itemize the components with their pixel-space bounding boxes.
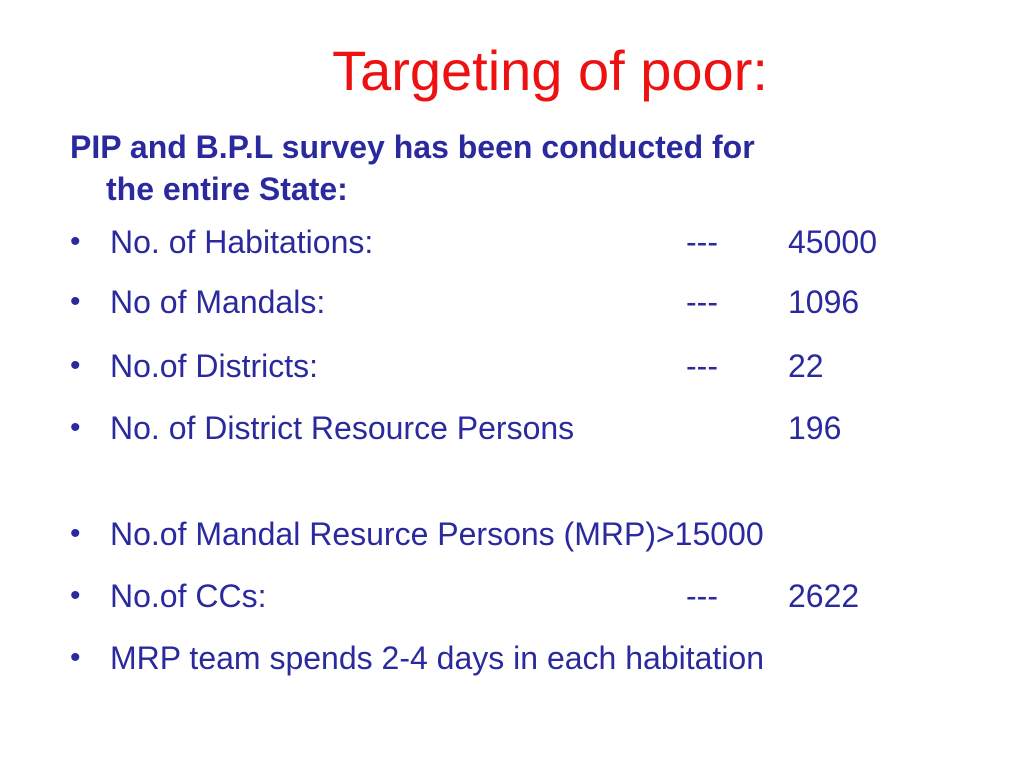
bullet-mrp-team: • MRP team spends 2-4 days in each habit…	[70, 638, 970, 678]
bullet-value: 45000	[788, 224, 877, 260]
bullet-ccs: • No.of CCs: --- 2622	[70, 576, 970, 616]
lead-paragraph: PIP and B.P.L survey has been conducted …	[70, 126, 970, 210]
bullet-label: No. of District Resource Persons	[110, 410, 575, 446]
bullet-icon: •	[70, 225, 81, 258]
bullet-separator: ---	[686, 348, 718, 384]
bullet-value: 196	[788, 410, 842, 446]
bullet-icon: •	[70, 349, 81, 382]
bullet-icon: •	[70, 517, 81, 550]
lead-line-2: the entire State:	[106, 171, 348, 207]
bullet-icon: •	[70, 411, 81, 444]
bullet-districts: • No.of Districts: --- 22	[70, 346, 970, 386]
bullet-label: No. of Habitations:	[110, 224, 374, 260]
bullet-icon: •	[70, 641, 81, 674]
bullet-label: No.of Districts:	[110, 348, 319, 384]
bullet-mandal-resource-persons: • No.of Mandal Resurce Persons (MRP)>150…	[70, 514, 970, 554]
bullet-label: No.of CCs:	[110, 578, 267, 614]
slide-title: Targeting of poor:	[332, 39, 768, 102]
bullet-separator: ---	[686, 224, 718, 260]
bullet-habitations: • No. of Habitations: --- 45000	[70, 222, 970, 262]
bullet-label: MRP team spends 2-4 days in each habitat…	[110, 640, 765, 676]
bullet-label: No.of Mandal Resurce Persons (MRP)>15000	[110, 516, 764, 552]
bullet-value: 1096	[788, 284, 860, 320]
bullet-separator: ---	[686, 578, 718, 614]
lead-line-1: PIP and B.P.L survey has been conducted …	[70, 129, 755, 165]
bullet-icon: •	[70, 285, 81, 318]
bullet-icon: •	[70, 579, 81, 612]
bullet-value: 2622	[788, 578, 860, 614]
bullet-label: No of Mandals:	[110, 284, 326, 320]
bullet-value: 22	[788, 348, 824, 384]
bullet-separator: ---	[686, 284, 718, 320]
bullet-district-resource-persons: • No. of District Resource Persons 196	[70, 408, 970, 448]
bullet-mandals: • No of Mandals: --- 1096	[70, 282, 970, 322]
